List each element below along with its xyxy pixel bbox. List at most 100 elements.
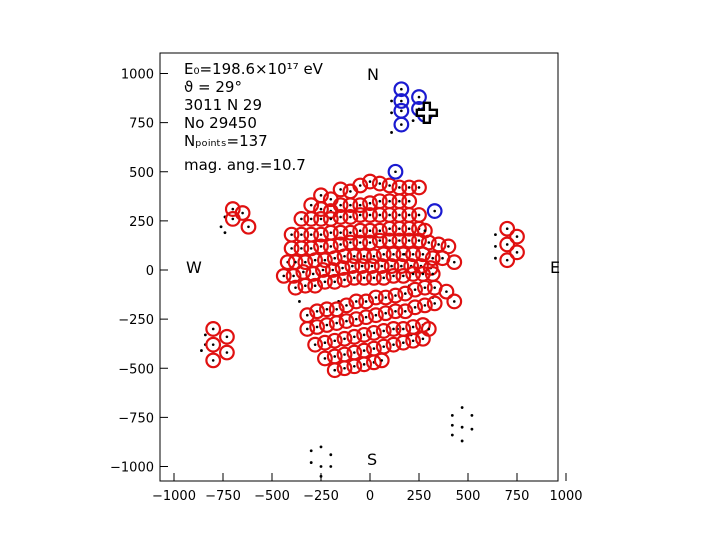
triggered-detector-ring [381, 232, 398, 249]
triggered-detector-center [319, 207, 323, 211]
triggered-detector-center [417, 186, 421, 189]
detector-point [390, 99, 393, 103]
triggered-detector-ring [297, 254, 314, 271]
triggered-detector-center [304, 260, 307, 264]
triggered-detector-ring [356, 248, 373, 265]
x-tick-label: 250 [407, 489, 432, 504]
detector-point [470, 427, 474, 431]
triggered-detector-ring [403, 258, 420, 274]
triggered-detector-center [354, 317, 358, 321]
triggered-detector-ring [219, 344, 235, 361]
triggered-detector-center [380, 359, 384, 362]
triggered-detector-ring [446, 293, 463, 310]
triggered-detector-center [368, 213, 372, 217]
direction-east: E [550, 258, 560, 277]
triggered-detector-ring [375, 269, 392, 286]
triggered-detector [401, 193, 418, 210]
triggered-detector [287, 279, 304, 296]
triggered-detector-ring [205, 321, 222, 337]
triggered-detector [352, 222, 369, 239]
triggered-detector-ring [377, 305, 394, 322]
triggered-detector-ring [342, 234, 359, 251]
triggered-detector-center [362, 276, 366, 280]
detector-point [390, 131, 393, 134]
triggered-detector-center [362, 333, 366, 337]
triggered-detector-ring [366, 354, 382, 371]
triggered-detector-center [333, 280, 337, 284]
y-tick-label: 500 [129, 166, 154, 181]
saturated-detector-center [417, 95, 421, 99]
info-line-npoints: Nₚₒᵢₙₜₛ=137 [184, 132, 268, 150]
saturated-detector-center [400, 123, 403, 126]
triggered-detector-center [339, 243, 342, 246]
triggered-detector-center [309, 217, 313, 221]
triggered-detector-center [400, 264, 403, 268]
detector-point [203, 333, 207, 337]
triggered-detector-center [378, 239, 382, 242]
triggered-detector [313, 201, 329, 217]
triggered-detector-center [353, 335, 356, 339]
triggered-detector [224, 211, 241, 227]
triggered-detector-center [417, 239, 421, 242]
triggered-detector-center [431, 272, 435, 276]
triggered-detector-ring [205, 352, 222, 369]
triggered-detector-center [349, 241, 352, 244]
triggered-detector-ring [358, 309, 374, 326]
triggered-detector-center [402, 252, 405, 256]
y-tick-label: 750 [129, 117, 154, 132]
triggered-detector-center [290, 233, 293, 236]
triggered-detector-ring [352, 222, 369, 239]
triggered-detector [352, 234, 369, 251]
triggered-detector-center [354, 300, 358, 303]
triggered-detector [407, 299, 423, 316]
triggered-detector-ring [342, 197, 359, 214]
triggered-detector-center [452, 300, 456, 303]
triggered-detector-center [339, 231, 342, 234]
y-tick-label: −500 [118, 362, 154, 377]
saturated-detector [393, 93, 410, 109]
triggered-detector-ring [362, 173, 378, 190]
triggered-detector-center [368, 201, 372, 205]
triggered-detector [297, 277, 314, 294]
triggered-detector-ring [305, 266, 322, 282]
triggered-detector-center [413, 288, 417, 291]
triggered-detector [416, 297, 433, 314]
triggered-detector [366, 248, 382, 265]
triggered-detector-center [378, 199, 382, 203]
triggered-detector [348, 311, 365, 328]
detector-point [319, 474, 323, 478]
y-tick-label: −750 [118, 411, 154, 426]
triggered-detector-center [358, 213, 362, 217]
triggered-detector [405, 246, 422, 263]
triggered-detector-ring [326, 362, 343, 379]
saturated-detector-ring [387, 163, 404, 180]
detector-point [309, 461, 313, 464]
triggered-detector-ring [344, 258, 361, 274]
triggered-detector [344, 258, 361, 274]
triggered-detector [509, 244, 525, 261]
triggered-detector [391, 220, 408, 237]
triggered-detector [317, 252, 333, 269]
triggered-detector-center [294, 286, 297, 289]
triggered-detector-ring [401, 232, 418, 249]
triggered-detector-ring [362, 222, 378, 239]
triggered-detector [342, 224, 359, 241]
y-tick-label: 1000 [121, 68, 154, 83]
triggered-detector-center [329, 231, 333, 234]
triggered-detector-ring [338, 297, 355, 314]
info-box: E₀=198.6×10¹⁷ eV ϑ = 29° 3011 N 29 No 29… [184, 60, 324, 174]
triggered-detector [366, 324, 382, 341]
triggered-detector-ring [391, 232, 408, 249]
triggered-detector [326, 250, 343, 267]
detector-point [450, 414, 454, 417]
x-tick-label: −750 [205, 489, 241, 504]
detector-point [390, 111, 393, 115]
triggered-detector-center [247, 225, 250, 229]
triggered-detector-center [368, 241, 372, 244]
triggered-detector [377, 289, 394, 306]
triggered-detector [356, 356, 373, 373]
triggered-detector-ring [332, 224, 349, 241]
triggered-detector [315, 262, 331, 278]
triggered-detector-ring [297, 277, 314, 294]
triggered-detector-ring [352, 207, 369, 223]
